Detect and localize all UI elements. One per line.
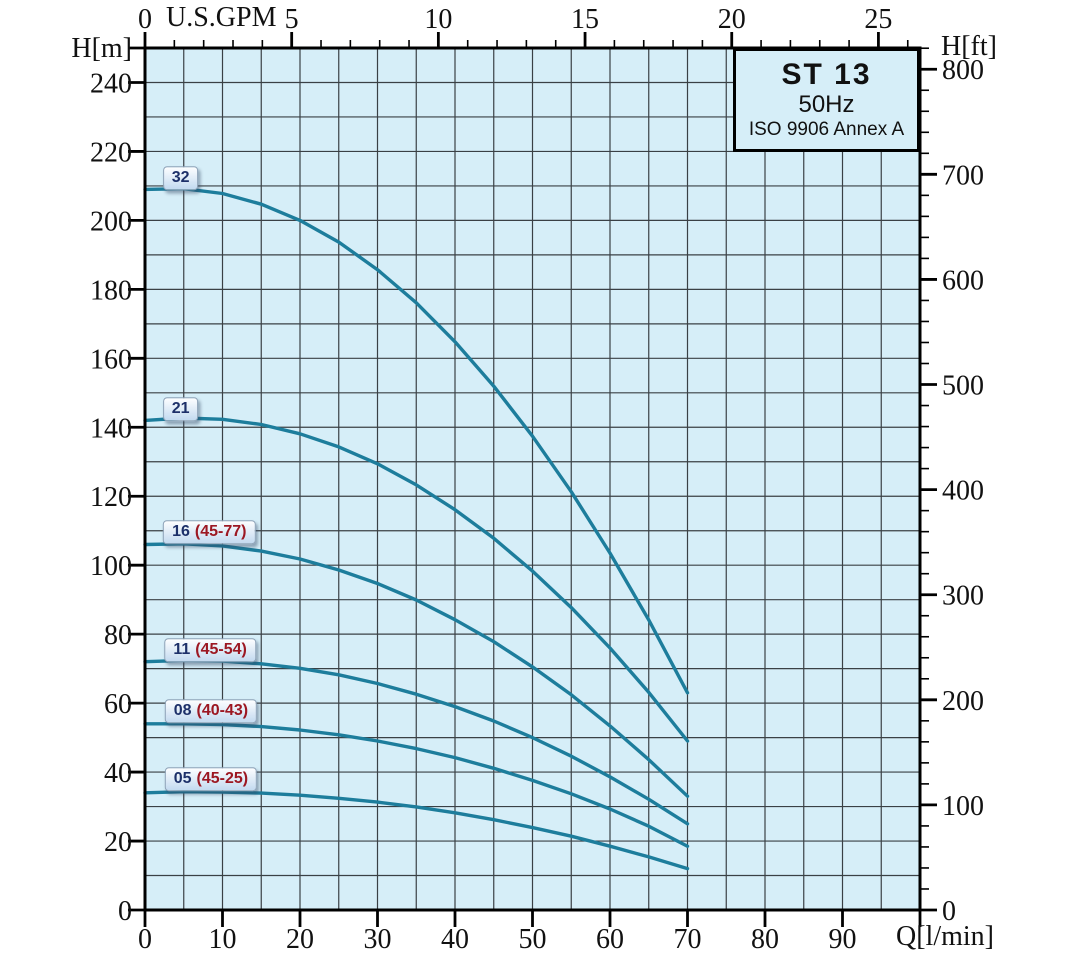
bottom-axis-unit-label: Q[l/min] <box>896 921 994 952</box>
curve-label-32: 32 <box>162 166 199 190</box>
curve-range: (45-54) <box>195 641 247 659</box>
axis-tick-label: 10 <box>424 4 452 35</box>
axis-tick-label: 20 <box>104 827 132 858</box>
standard-label: ISO 9906 Annex A <box>748 118 905 140</box>
curve-range: (40-43) <box>196 702 249 720</box>
curve-number: 05 <box>173 770 192 788</box>
axis-tick-label: 600 <box>942 265 984 296</box>
axis-tick-label: 800 <box>942 55 984 86</box>
axis-tick-label: 30 <box>364 924 392 955</box>
curve-label-05: 05 (45-25) <box>164 767 258 791</box>
axis-tick-label: 0 <box>942 896 956 927</box>
curve-label-21: 21 <box>162 397 199 421</box>
axis-tick-label: 15 <box>571 4 599 35</box>
axis-tick-label: 400 <box>942 476 984 507</box>
axis-tick-label: 60 <box>596 924 624 955</box>
model-name: ST 13 <box>781 58 872 91</box>
axis-tick-label: 160 <box>90 344 132 375</box>
axis-tick-label: 10 <box>209 924 237 955</box>
axis-tick-label: 180 <box>90 275 132 306</box>
top-axis-unit-label: U.S.GPM <box>166 2 277 33</box>
axis-tick-label: 5 <box>285 4 299 35</box>
axis-tick-label: 50 <box>519 924 547 955</box>
axis-tick-label: 100 <box>90 551 132 582</box>
axis-ticks <box>128 32 937 927</box>
pump-curve-08 <box>143 722 690 848</box>
curve-label-16: 16 (45-77) <box>163 520 256 544</box>
axis-tick-label: 80 <box>104 620 132 651</box>
axis-tick-label: 70 <box>674 924 702 955</box>
axis-tick-label: 0 <box>138 4 152 35</box>
right-axis-unit-label: H[ft] <box>941 31 997 62</box>
curve-number: 08 <box>173 702 192 720</box>
curve-label-11: 11 (45-54) <box>164 638 256 662</box>
curve-number: 11 <box>173 641 191 659</box>
axis-tick-label: 25 <box>864 4 892 35</box>
axis-tick-label: 240 <box>90 68 132 99</box>
pump-curve-11 <box>143 658 690 826</box>
axis-tick-label: 20 <box>718 4 746 35</box>
curve-number: 32 <box>171 169 190 187</box>
axis-tick-label: 700 <box>942 160 984 191</box>
pump-curve-21 <box>143 416 690 743</box>
axis-tick-label: 20 <box>286 924 314 955</box>
axis-tick-label: 300 <box>942 581 984 612</box>
pump-curve-05 <box>143 790 690 871</box>
left-axis-unit-label: H[m] <box>71 33 132 64</box>
axis-tick-label: 40 <box>104 758 132 789</box>
curve-number: 21 <box>171 400 190 418</box>
axis-tick-label: 0 <box>138 924 152 955</box>
curve-label-08: 08 (40-43) <box>164 699 258 723</box>
pump-curve-16 <box>143 542 690 798</box>
curve-range: (45-25) <box>196 770 249 788</box>
axis-tick-label: 80 <box>751 924 779 955</box>
axis-tick-label: 0 <box>118 896 132 927</box>
axis-tick-label: 200 <box>942 686 984 717</box>
axis-tick-labels: 0 5 10 15 20 250 10 20 30 40 50 60 70 80 9002040608010… <box>90 4 984 955</box>
axis-tick-label: 200 <box>90 206 132 237</box>
axis-tick-label: 100 <box>942 791 984 822</box>
axis-tick-label: 120 <box>90 482 132 513</box>
frequency-label: 50Hz <box>798 91 855 118</box>
axis-tick-label: 140 <box>90 413 132 444</box>
axis-tick-label: 90 <box>829 924 857 955</box>
pump-curve-32 <box>143 187 690 695</box>
axis-tick-label: 220 <box>90 137 132 168</box>
axis-tick-label: 500 <box>942 371 984 402</box>
axis-tick-label: 40 <box>441 924 469 955</box>
title-box: ST 13 50Hz ISO 9906 Annex A <box>733 48 920 152</box>
curve-range: (45-77) <box>194 523 247 541</box>
curve-number: 16 <box>172 523 190 541</box>
axis-tick-label: 60 <box>104 689 132 720</box>
pump-curves <box>143 187 690 871</box>
